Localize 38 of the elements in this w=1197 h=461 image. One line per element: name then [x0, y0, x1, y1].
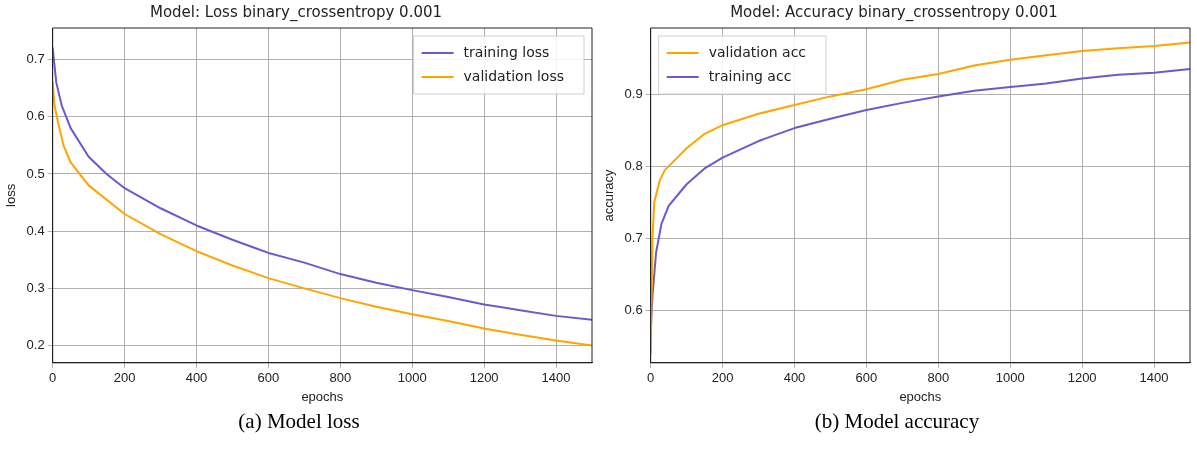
x-tick-label: 1200 [1067, 370, 1097, 386]
y-tick-label: 0.9 [624, 85, 643, 101]
x-tick-label: 1000 [397, 370, 427, 386]
y-tick-label: 0.7 [26, 51, 45, 67]
y-tick-label: 0.4 [26, 222, 45, 238]
legend-label: validation acc [708, 43, 807, 60]
x-tick-label: 0 [49, 370, 57, 386]
y-tick-label: 0.6 [624, 301, 643, 317]
x-tick-label: 0 [647, 370, 655, 386]
x-tick-label: 200 [113, 370, 136, 386]
x-tick-label: 800 [927, 370, 950, 386]
y-tick-label: 0.2 [26, 337, 45, 353]
chart-title: Model: Accuracy binary_crossentropy 0.001 [730, 2, 1058, 22]
x-axis-title: epochs [301, 388, 344, 404]
y-axis-title: accuracy [601, 168, 617, 222]
legend-label: validation loss [463, 67, 564, 84]
y-tick-label: 0.6 [26, 108, 45, 124]
x-tick-label: 600 [257, 370, 280, 386]
x-axis-title: epochs [899, 388, 942, 404]
legend-label: training loss [463, 43, 550, 60]
x-tick-label: 1200 [469, 370, 499, 386]
legend-label: training acc [708, 67, 792, 84]
chart-title: Model: Loss binary_crossentropy 0.001 [149, 2, 443, 22]
y-tick-label: 0.8 [624, 157, 643, 173]
x-tick-label: 800 [329, 370, 352, 386]
text: (a) Model loss [237, 409, 361, 434]
x-tick-label: 400 [185, 370, 208, 386]
y-tick-label: 0.5 [26, 165, 45, 181]
y-tick-label: 0.3 [26, 279, 45, 295]
x-tick-label: 200 [711, 370, 734, 386]
x-tick-label: 1400 [541, 370, 571, 386]
y-tick-label: 0.7 [624, 229, 643, 245]
x-tick-label: 1400 [1139, 370, 1169, 386]
x-tick-label: 400 [783, 370, 806, 386]
x-tick-label: 1000 [995, 370, 1025, 386]
x-tick-label: 600 [855, 370, 878, 386]
y-axis-title: loss [3, 183, 19, 207]
text: (b) Model accuracy [813, 409, 981, 434]
